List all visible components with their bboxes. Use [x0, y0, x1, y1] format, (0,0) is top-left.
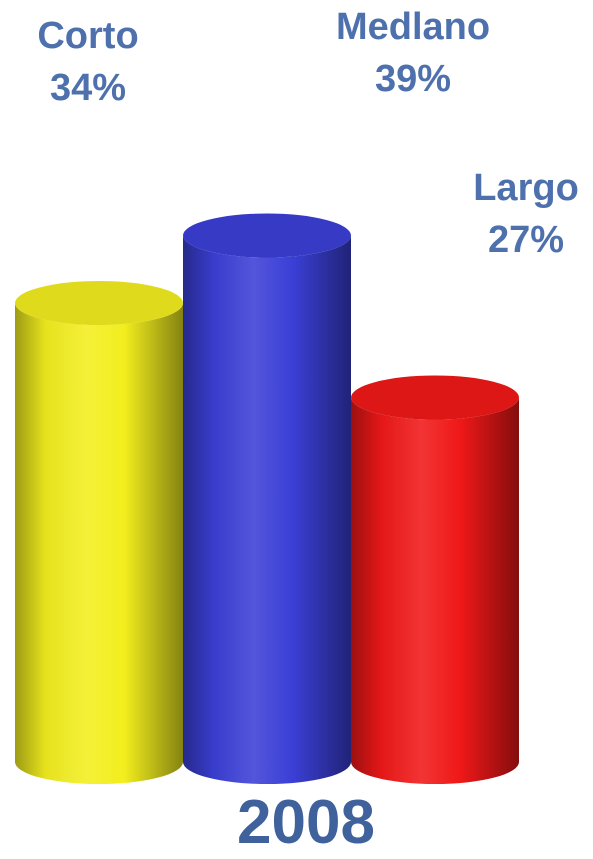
cylinder-bar-largo: [351, 375, 519, 784]
category-label-corto: Corto: [37, 15, 138, 57]
cylinder-body-medlano: [183, 235, 351, 784]
cylinder-bar-medlano: [183, 213, 351, 784]
cylinder-body-largo: [351, 397, 519, 784]
value-label-corto: 34%: [50, 67, 126, 109]
cylinder-top-corto: [15, 281, 183, 325]
cylinder-body-corto: [15, 303, 183, 784]
labels-group: Corto 34% Largo 27% Medlano 39%: [37, 5, 580, 262]
cylinder-bar-corto: [15, 281, 183, 784]
value-label-medlano: 39%: [375, 58, 451, 100]
cylinder-top-largo: [351, 375, 519, 420]
value-label-largo: 27%: [488, 219, 564, 261]
category-label-medlano: Medlano: [336, 6, 490, 48]
cylinder-top-medlano: [183, 213, 351, 258]
x-axis-label: 2008: [237, 788, 375, 857]
category-label-largo: Largo: [473, 167, 579, 209]
bars-group: [15, 213, 519, 784]
